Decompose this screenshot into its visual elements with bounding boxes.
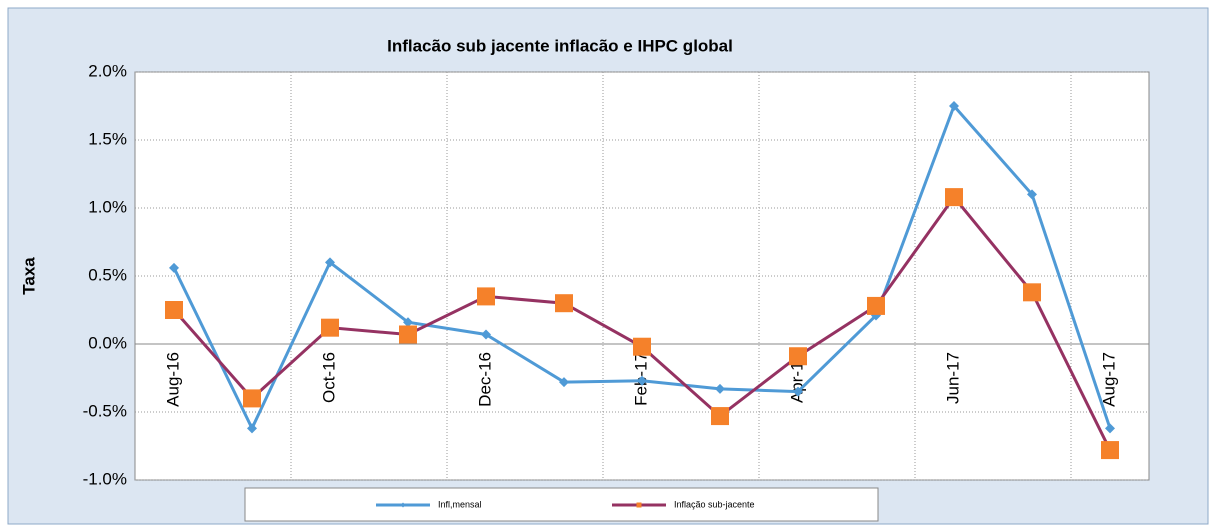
y-tick-label: 1.0% <box>88 197 127 216</box>
marker <box>555 294 573 313</box>
marker <box>169 262 179 273</box>
marker <box>321 318 339 337</box>
marker <box>325 257 335 268</box>
marker <box>1027 189 1037 200</box>
marker <box>633 337 651 356</box>
y-tick-label: 1.5% <box>88 129 127 148</box>
legend <box>244 487 879 522</box>
marker <box>165 301 183 319</box>
y-tick-label: 2.0% <box>88 61 127 80</box>
x-tick-label: Aug-17 <box>1099 352 1118 407</box>
marker <box>559 377 569 388</box>
marker <box>1101 441 1119 460</box>
legend-label: Inflação sub-jacente <box>674 499 755 509</box>
marker <box>1023 283 1041 302</box>
y-tick-label: 0.5% <box>88 265 127 284</box>
marker <box>403 317 413 328</box>
legend-label: Infl,mensal <box>438 499 482 509</box>
x-tick-label: Aug-16 <box>163 352 182 407</box>
marker <box>793 386 803 397</box>
marker <box>247 423 257 434</box>
y-tick-label: -1.0% <box>83 469 127 488</box>
marker <box>481 329 491 340</box>
marker <box>243 389 261 408</box>
y-axis-label: Taxa <box>19 257 38 295</box>
chart-title: Inflacão sub jacente inflacão e IHPC glo… <box>387 36 733 55</box>
marker <box>867 296 885 315</box>
y-tick-label: 0.0% <box>88 333 127 352</box>
marker <box>399 325 417 344</box>
marker <box>636 502 642 508</box>
marker <box>711 407 729 426</box>
x-tick-label: Jun-17 <box>943 352 962 404</box>
marker <box>715 383 725 394</box>
marker <box>400 502 406 508</box>
marker <box>945 188 963 207</box>
marker <box>637 375 647 386</box>
marker <box>1105 423 1115 434</box>
x-tick-label: Oct-16 <box>319 352 338 403</box>
marker <box>949 101 959 111</box>
marker <box>789 347 807 366</box>
x-tick-label: Dec-16 <box>475 352 494 407</box>
y-tick-label: -0.5% <box>83 401 127 420</box>
marker <box>477 287 495 306</box>
